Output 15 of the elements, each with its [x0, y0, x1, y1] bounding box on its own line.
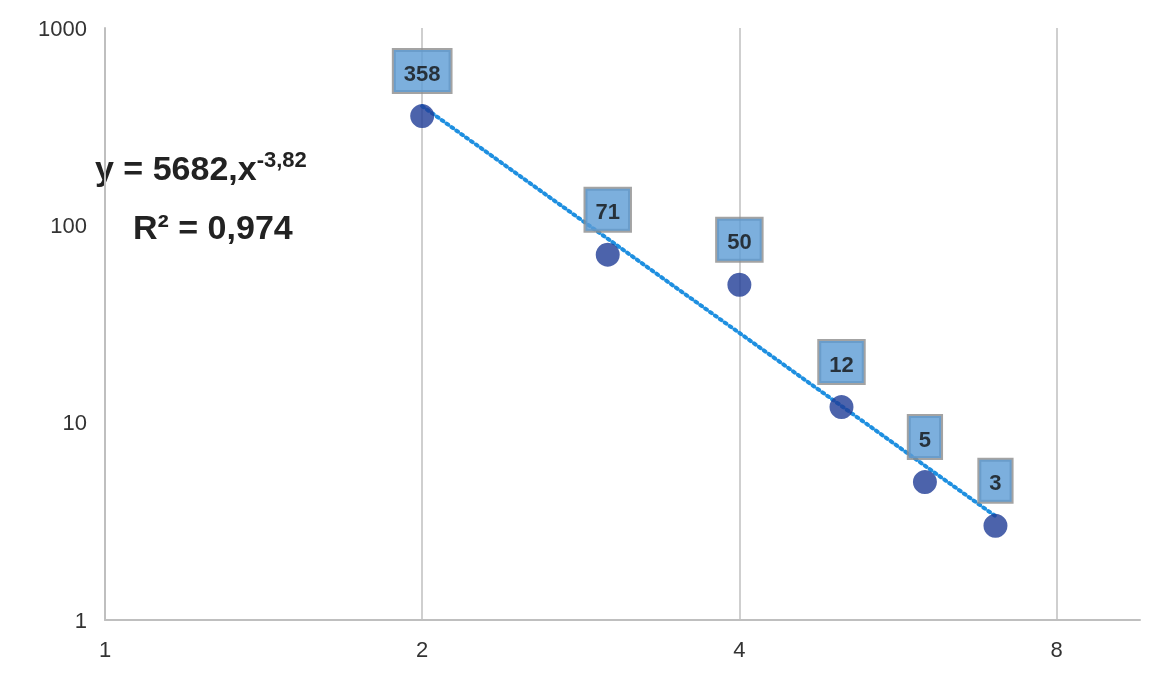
data-label: 3: [989, 470, 1002, 496]
data-label: 5: [918, 426, 932, 452]
data-label: 50: [727, 229, 752, 255]
data-label: 71: [595, 199, 620, 225]
y-tick-label: 1000: [38, 15, 87, 41]
x-tick-label: 1: [98, 636, 112, 662]
x-tick-label: 8: [1050, 636, 1063, 662]
y-tick-label: 10: [62, 410, 87, 436]
annotation: R² = 0,974: [133, 208, 293, 246]
data-label: 358: [403, 60, 441, 86]
data-label: 12: [829, 351, 854, 377]
x-tick-label: 2: [416, 636, 429, 662]
y-tick-label: 100: [50, 212, 87, 238]
x-tick-label: 4: [733, 636, 746, 662]
y-tick-label: 1: [74, 607, 87, 633]
